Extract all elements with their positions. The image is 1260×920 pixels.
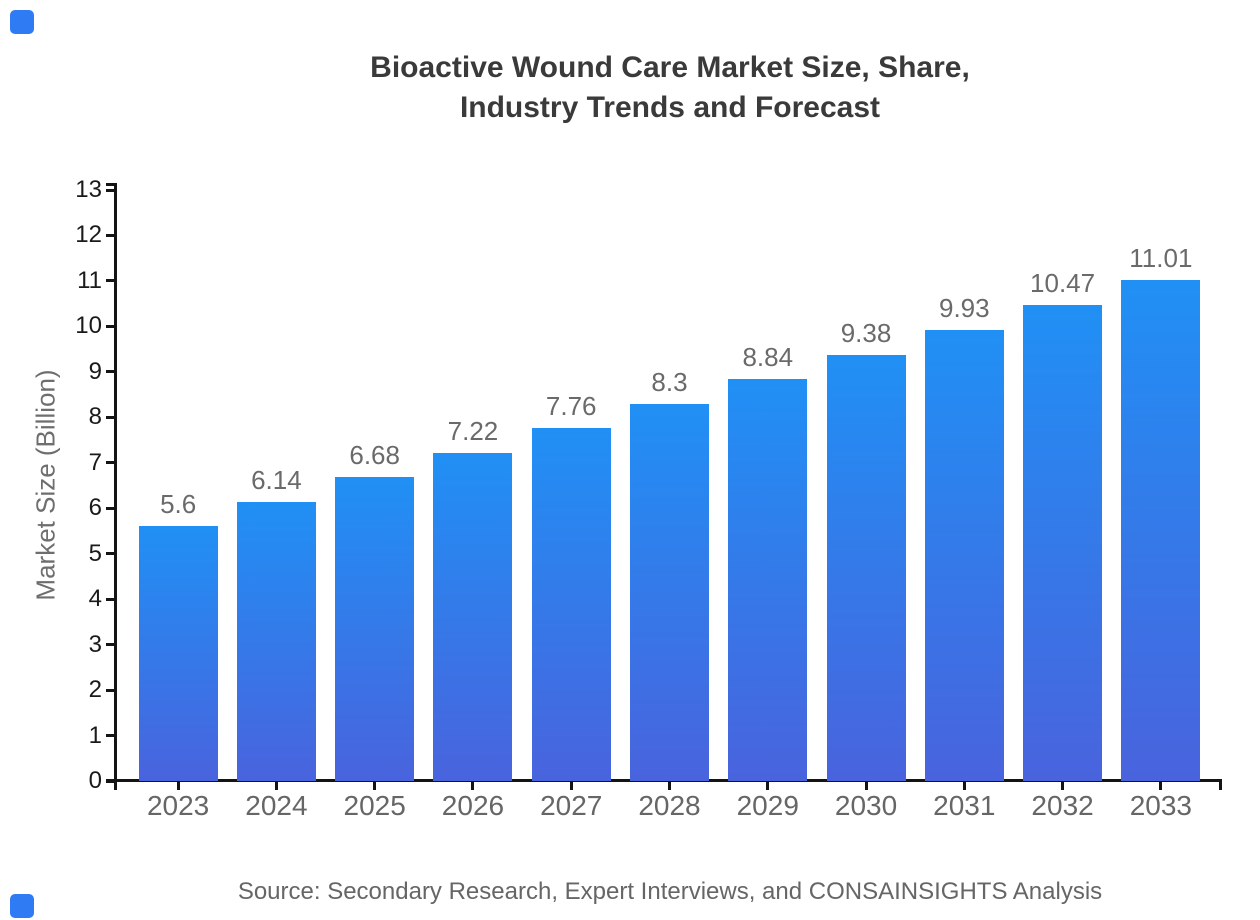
y-tick-label-5: 5 bbox=[88, 539, 102, 567]
bar-2033[interactable] bbox=[1121, 280, 1201, 781]
y-tick-3 bbox=[106, 643, 114, 647]
y-tick-8 bbox=[106, 415, 114, 419]
bar-2031[interactable] bbox=[924, 329, 1004, 781]
y-tick-label-6: 6 bbox=[88, 494, 102, 522]
x-tick-2032 bbox=[1061, 782, 1065, 790]
x-tick-label-2025: 2025 bbox=[343, 790, 406, 821]
y-tick-5 bbox=[106, 552, 114, 556]
x-tick-label-2027: 2027 bbox=[540, 790, 603, 821]
bar-value-label-2028: 8.3 bbox=[651, 366, 688, 397]
bar-2028[interactable] bbox=[630, 403, 709, 781]
x-tick-2033 bbox=[1159, 782, 1163, 790]
bar-value-label-2024: 6.14 bbox=[251, 464, 302, 495]
y-tick-label-0: 0 bbox=[88, 767, 102, 794]
plot-area: 0 1 2 3 4 5 6 7 8 9 10 11 12 13 5.6 2023 6.14 2024 6.68 202… bbox=[75, 176, 1222, 821]
y-tick-4 bbox=[106, 597, 114, 601]
y-tick-11 bbox=[106, 279, 114, 283]
y-axis-top-cap bbox=[106, 183, 117, 186]
x-tick-2029 bbox=[766, 782, 770, 790]
y-tick-label-3: 3 bbox=[88, 630, 102, 658]
bar-value-label-2033: 11.01 bbox=[1129, 243, 1193, 274]
chart-title-line-1: Bioactive Wound Care Market Size, Share, bbox=[370, 51, 970, 84]
x-tick-2025 bbox=[373, 782, 377, 790]
y-tick-label-11: 11 bbox=[77, 266, 102, 294]
bar-value-label-2027: 7.76 bbox=[545, 391, 597, 422]
bar-value-label-2032: 10.47 bbox=[1030, 268, 1096, 299]
y-tick-12 bbox=[106, 233, 114, 237]
bar-2030[interactable] bbox=[826, 354, 906, 781]
x-tick-label-2029: 2029 bbox=[736, 790, 799, 821]
y-tick-1 bbox=[106, 734, 114, 738]
x-tick-2026 bbox=[471, 782, 475, 790]
bar-2023[interactable] bbox=[138, 526, 218, 781]
y-tick-label-1: 1 bbox=[88, 721, 102, 749]
y-tick-label-13: 13 bbox=[75, 176, 102, 203]
bar-2027[interactable] bbox=[531, 428, 611, 781]
y-tick-9 bbox=[106, 370, 114, 374]
y-tick-label-12: 12 bbox=[75, 221, 102, 249]
bar-2029[interactable] bbox=[728, 379, 808, 781]
brand-square-top-left bbox=[10, 10, 34, 34]
y-tick-label-4: 4 bbox=[88, 585, 102, 613]
x-axis-right-cap bbox=[1219, 782, 1222, 790]
x-tick-label-2026: 2026 bbox=[441, 790, 505, 821]
y-tick-2 bbox=[106, 688, 114, 692]
y-tick-label-8: 8 bbox=[88, 403, 102, 431]
bar-value-label-2026: 7.22 bbox=[447, 415, 499, 446]
x-tick-label-2032: 2032 bbox=[1031, 790, 1094, 821]
bar-2024[interactable] bbox=[236, 501, 316, 781]
bar-value-label-2023: 5.6 bbox=[160, 489, 197, 520]
bar-2032[interactable] bbox=[1023, 305, 1103, 781]
y-tick-label-2: 2 bbox=[88, 676, 102, 704]
x-tick-label-2028: 2028 bbox=[638, 790, 701, 821]
y-tick-7 bbox=[106, 461, 114, 465]
bar-2025[interactable] bbox=[335, 477, 415, 781]
x-tick-2024 bbox=[274, 782, 278, 790]
x-tick-label-2030: 2030 bbox=[834, 790, 898, 821]
chart-title: Bioactive Wound Care Market Size, Share,… bbox=[80, 48, 1260, 128]
bar-value-label-2025: 6.68 bbox=[349, 440, 400, 471]
x-tick-label-2024: 2024 bbox=[245, 790, 308, 821]
source-note: Source: Secondary Research, Expert Inter… bbox=[237, 878, 1103, 905]
x-tick-2031 bbox=[962, 782, 966, 790]
y-axis-line bbox=[114, 183, 117, 790]
brand-square-bottom-left bbox=[10, 894, 34, 918]
y-tick-10 bbox=[106, 324, 114, 328]
x-tick-2027 bbox=[569, 782, 573, 790]
x-tick-2023 bbox=[176, 782, 180, 790]
bar-value-label-2031: 9.93 bbox=[939, 292, 990, 323]
bar-2026[interactable] bbox=[433, 452, 513, 781]
bar-value-label-2030: 9.38 bbox=[840, 317, 892, 348]
y-tick-label-10: 10 bbox=[75, 312, 102, 340]
chart-title-line-2: Industry Trends and Forecast bbox=[459, 91, 881, 124]
y-tick-0 bbox=[106, 779, 114, 783]
x-tick-label-2033: 2033 bbox=[1129, 790, 1192, 821]
y-tick-6 bbox=[106, 506, 114, 510]
y-tick-label-7: 7 bbox=[88, 448, 102, 476]
y-tick-13 bbox=[106, 188, 114, 192]
x-tick-2030 bbox=[864, 782, 868, 790]
x-tick-label-2023: 2023 bbox=[146, 790, 210, 821]
bar-value-label-2029: 8.84 bbox=[742, 342, 794, 373]
x-tick-label-2031: 2031 bbox=[933, 790, 996, 821]
x-tick-2028 bbox=[668, 782, 671, 790]
y-tick-label-9: 9 bbox=[88, 357, 102, 385]
